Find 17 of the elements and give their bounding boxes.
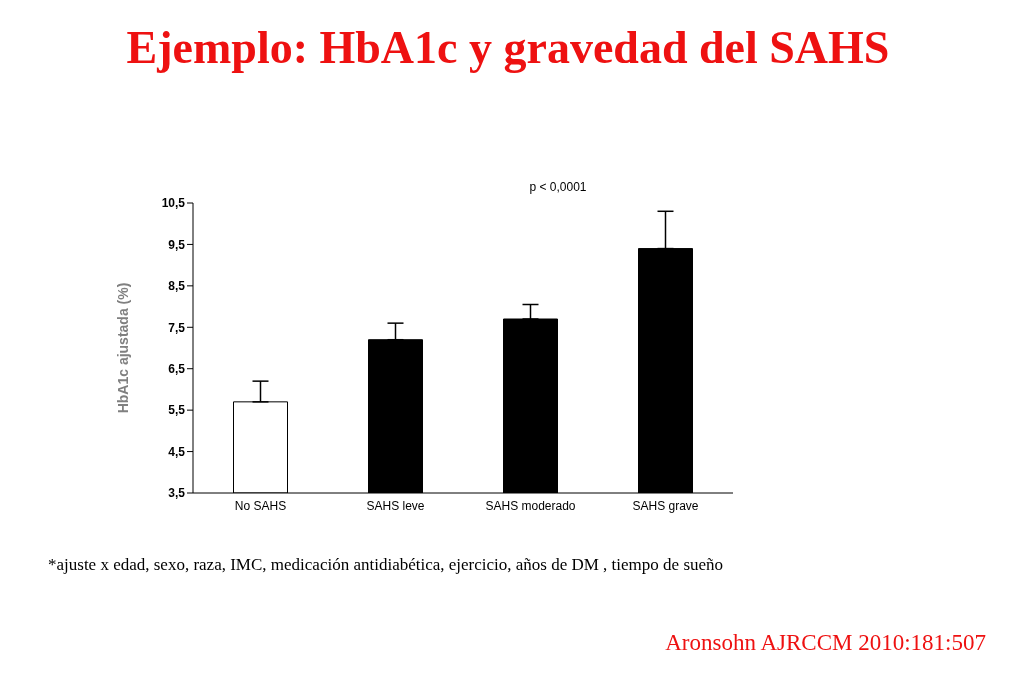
y-tick-label: 9,5 [168,237,186,252]
y-tick-label: 4,5 [168,444,186,459]
y-tick-label: 8,5 [168,279,186,294]
x-tick-label: SAHS grave [632,498,699,513]
chart-title: Ejemplo: HbA1c y gravedad del SAHS [125,21,891,75]
y-tick-label: 7,5 [168,320,186,335]
x-tick-label: SAHS leve [366,498,425,513]
text: p < 0,0001 [528,180,588,194]
text: Aronsohn AJRCCM 2010:181:507 [665,630,986,656]
y-tick-label: 10,5 [161,196,186,211]
y-tick-label: 5,5 [168,403,186,418]
x-tick-label: No SAHS [234,498,287,513]
y-tick-label: 3,5 [168,486,186,501]
text: *ajuste x edad, sexo, raza, IMC, medicación antidiabética, ejercicio, años de DM , tiempo de sueño [48,554,725,576]
y-axis-title: HbA1c ajustada (%) [114,282,131,414]
x-tick-label: SAHS moderado [485,498,576,513]
y-tick-label: 6,5 [168,361,186,376]
